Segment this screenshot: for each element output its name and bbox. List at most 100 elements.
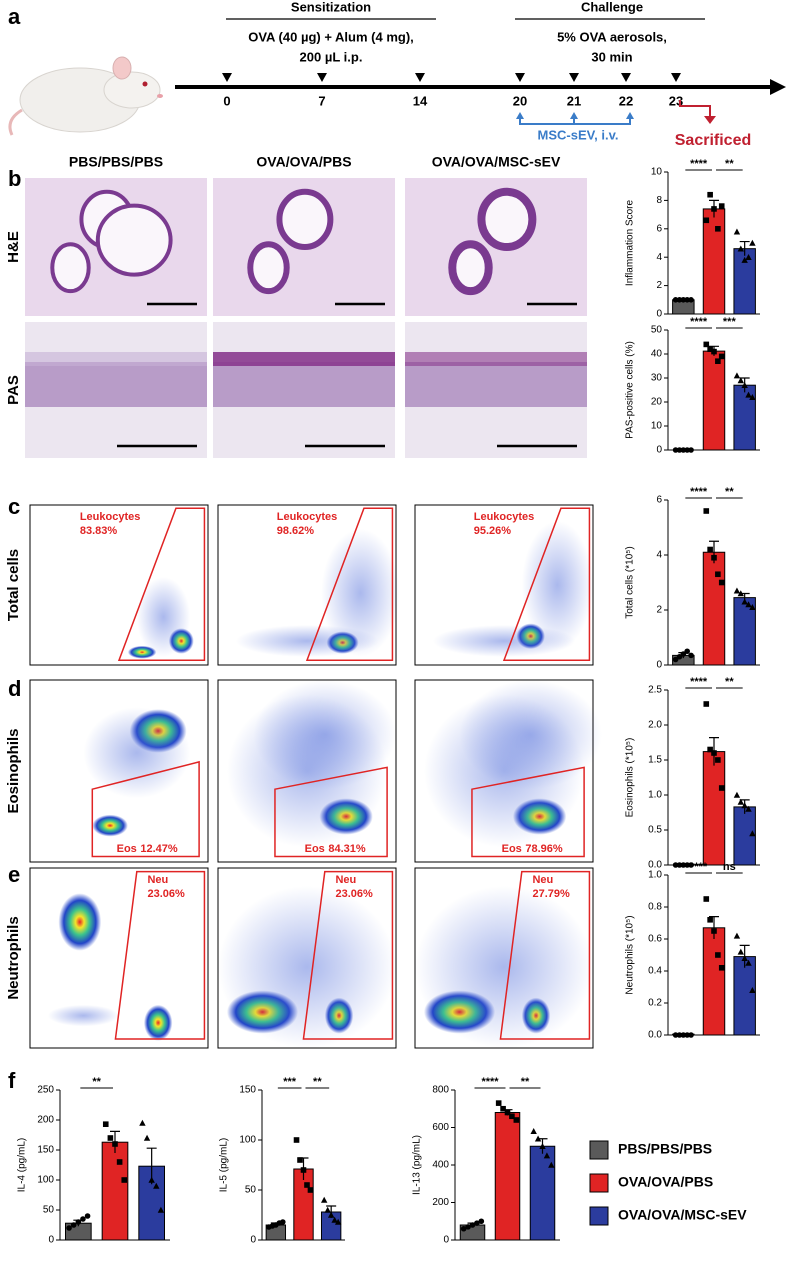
data-point: [300, 1167, 307, 1173]
day-label: 7: [318, 93, 325, 108]
phase-detail: 5% OVA aerosols,: [557, 29, 667, 44]
data-point: [718, 579, 725, 586]
error-bar: [739, 240, 750, 256]
data-point: [741, 256, 748, 263]
data-point: [148, 1176, 155, 1183]
endpoint-arrowhead: [704, 116, 716, 124]
data-point: [504, 1109, 511, 1116]
data-point: [672, 297, 679, 303]
epithelium-top: [405, 352, 587, 366]
data-point: [749, 604, 756, 611]
y-tick-label: 0.2: [648, 998, 662, 1009]
data-point: [75, 1219, 82, 1225]
data-point: [672, 656, 679, 663]
y-axis-label: IL-13 (pg/mL): [412, 1135, 423, 1195]
data-point: [672, 447, 679, 453]
day-marker: [621, 73, 631, 82]
y-tick-label: 30: [651, 373, 663, 384]
cell-population: [235, 625, 379, 657]
cell-population: [58, 893, 102, 951]
gate-name: Neu: [532, 874, 553, 886]
data-point: [153, 1182, 160, 1189]
data-point: [684, 447, 690, 453]
data-point: [733, 372, 741, 379]
endpoint-arrow: [679, 100, 711, 118]
gate: [471, 766, 585, 858]
bar: [702, 927, 726, 1036]
gate-name: Leukocytes: [277, 511, 338, 523]
panel-label: c: [8, 494, 20, 519]
data-point: [703, 896, 710, 902]
significance-label: ****: [690, 316, 708, 328]
significance-label: ****: [690, 486, 708, 498]
cell-population: [218, 886, 396, 1048]
cell-population: [459, 680, 602, 790]
day-label: 20: [513, 93, 527, 108]
data-point: [478, 1218, 485, 1225]
data-point: [741, 955, 748, 961]
y-tick-label: 0.4: [648, 966, 662, 977]
data-point: [711, 348, 717, 355]
data-point: [320, 1196, 328, 1203]
y-tick-label: 0.8: [648, 902, 662, 913]
day-marker: [222, 73, 232, 82]
data-point: [680, 651, 687, 657]
y-tick-label: 2.5: [648, 685, 662, 696]
data-point: [741, 598, 748, 605]
gate: [499, 870, 591, 1040]
data-point: [331, 1216, 338, 1223]
row-label: Total cells: [5, 549, 22, 621]
panel-label: f: [8, 1068, 16, 1093]
endpoint-label: Sacrificed: [675, 132, 751, 149]
significance-label: ****: [690, 676, 708, 688]
day-marker: [317, 73, 327, 82]
treatment-arrow: [626, 112, 634, 119]
data-point: [680, 1032, 687, 1038]
data-point: [711, 928, 717, 934]
gate-percentage: 23.06%: [147, 888, 185, 900]
day-marker: [671, 73, 681, 82]
data-point: [513, 1117, 520, 1123]
data-point: [703, 341, 710, 348]
y-tick-label: 100: [37, 1175, 54, 1186]
y-tick-label: 10: [651, 167, 663, 178]
legend-label: OVA/OVA/MSC-sEV: [618, 1207, 747, 1223]
cell-population: [136, 577, 191, 657]
day-label: 14: [413, 93, 428, 108]
phase-detail: 30 min: [591, 49, 632, 64]
data-point: [297, 1157, 303, 1163]
y-tick-label: 0: [48, 1235, 54, 1246]
y-tick-label: 40: [651, 349, 663, 360]
y-tick-label: 150: [37, 1145, 54, 1156]
gate-percentage: 95.26%: [474, 525, 512, 537]
timeline-arrowhead: [770, 79, 786, 95]
legend-swatch: [589, 1206, 609, 1226]
data-point: [112, 1141, 118, 1147]
data-point: [548, 1161, 555, 1168]
gate: [305, 507, 394, 661]
significance-label: ****: [481, 1076, 499, 1088]
data-point: [534, 1135, 542, 1142]
gate-name: Eos: [502, 843, 522, 855]
y-tick-label: 0.5: [648, 825, 662, 836]
data-point: [703, 508, 710, 514]
data-point: [715, 952, 721, 958]
data-point: [500, 1105, 506, 1112]
gate: [114, 870, 206, 1040]
data-point: [307, 1187, 314, 1193]
data-point: [66, 1225, 72, 1231]
airway: [95, 203, 173, 277]
data-point: [718, 353, 725, 360]
data-point: [474, 1220, 480, 1226]
data-point: [733, 228, 741, 235]
bar: [702, 350, 726, 451]
cell-population: [83, 707, 191, 799]
y-tick-label: 150: [239, 1085, 256, 1096]
data-point: [733, 587, 741, 594]
significance-label: ***: [283, 1076, 297, 1088]
column-header: PBS/PBS/PBS: [69, 154, 163, 170]
data-point: [539, 1143, 546, 1150]
data-point: [688, 1032, 694, 1038]
bar: [494, 1112, 521, 1241]
y-tick-label: 0: [656, 445, 662, 456]
